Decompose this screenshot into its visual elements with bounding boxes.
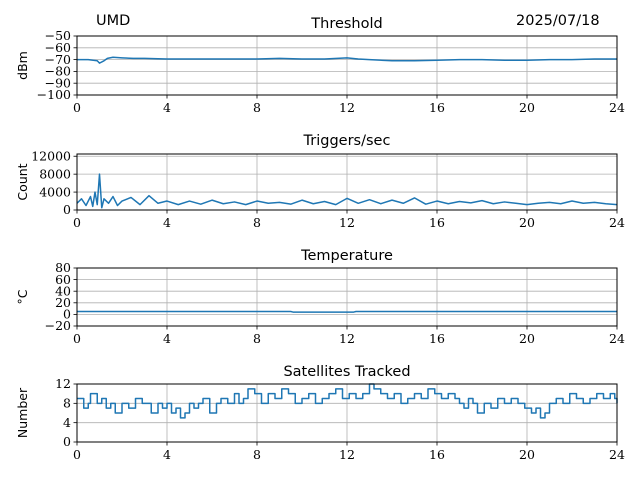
- x-tick-label: 8: [253, 100, 261, 115]
- y-tick-label: 80: [55, 260, 71, 275]
- y-tick-label: −20: [45, 318, 71, 333]
- x-tick-label: 0: [73, 100, 81, 115]
- x-tick-label: 16: [429, 100, 445, 115]
- site-label: UMD: [96, 13, 131, 29]
- panel-title: Triggers/sec: [303, 133, 391, 149]
- x-tick-label: 0: [73, 215, 81, 230]
- x-tick-label: 12: [339, 447, 355, 462]
- x-tick-label: 4: [163, 447, 171, 462]
- y-axis-label: Number: [15, 387, 30, 438]
- y-tick-label: −50: [45, 28, 71, 43]
- x-tick-label: 24: [609, 215, 625, 230]
- y-tick-label: −90: [45, 75, 71, 90]
- panel-2: 0 4 8 12 16 20 24 0 4000 8000 12000 Triggers/sec Cou…: [15, 133, 625, 230]
- y-tick-label: 0: [63, 307, 71, 322]
- date-label: 2025/07/18: [516, 13, 600, 29]
- x-tick-label: 20: [519, 100, 535, 115]
- y-tick-label: −60: [45, 40, 71, 55]
- y-axis-label: °C: [15, 289, 30, 304]
- y-tick-label: −80: [45, 64, 71, 79]
- x-tick-label: 0: [73, 447, 81, 462]
- x-tick-label: 12: [339, 215, 355, 230]
- x-tick-label: 4: [163, 215, 171, 230]
- x-tick-label: 0: [73, 331, 81, 346]
- y-tick-label: 40: [55, 283, 71, 298]
- x-tick-label: 24: [609, 447, 625, 462]
- series-line: [77, 383, 618, 419]
- panel-title: Temperature: [300, 248, 393, 264]
- x-tick-label: 12: [339, 331, 355, 346]
- y-tick-label: −70: [45, 52, 71, 67]
- panel-4: 0 4 8 12 16 20 24 0 4 8 12 Satellites Tracked Number: [15, 364, 625, 462]
- x-tick-label: 12: [339, 100, 355, 115]
- x-tick-label: 8: [253, 447, 261, 462]
- y-tick-label: 8000: [39, 166, 71, 181]
- y-tick-label: 12: [55, 376, 71, 391]
- x-tick-label: 20: [519, 447, 535, 462]
- y-axis-label: dBm: [15, 51, 30, 80]
- y-tick-label: 8: [63, 396, 71, 411]
- panel-title: Threshold: [310, 16, 382, 32]
- x-tick-label: 4: [163, 331, 171, 346]
- series-line: [76, 173, 618, 209]
- x-tick-label: 8: [253, 215, 261, 230]
- y-tick-label: 0: [63, 434, 71, 449]
- series-line: [77, 310, 617, 313]
- x-tick-label: 16: [429, 331, 445, 346]
- x-tick-label: 4: [163, 100, 171, 115]
- x-tick-label: 20: [519, 331, 535, 346]
- y-tick-label: 20: [55, 295, 71, 310]
- x-tick-label: 16: [429, 215, 445, 230]
- x-tick-label: 20: [519, 215, 535, 230]
- panel-1: 0 4 8 12 16 20 24 −100−90−80−70−60−50 Threshold d…: [15, 16, 625, 115]
- y-axis-label: Count: [15, 163, 30, 200]
- panel-title: Satellites Tracked: [283, 364, 410, 380]
- x-tick-label: 24: [609, 100, 625, 115]
- x-tick-label: 16: [429, 447, 445, 462]
- x-tick-label: 24: [609, 331, 625, 346]
- y-tick-label: 0: [63, 202, 71, 217]
- y-tick-label: −100: [37, 87, 71, 102]
- y-tick-label: 12000: [31, 148, 71, 163]
- series-line: [77, 56, 617, 64]
- y-tick-label: 4: [63, 415, 71, 430]
- y-tick-label: 4000: [39, 184, 71, 199]
- x-tick-label: 8: [253, 331, 261, 346]
- y-tick-label: 60: [55, 272, 71, 287]
